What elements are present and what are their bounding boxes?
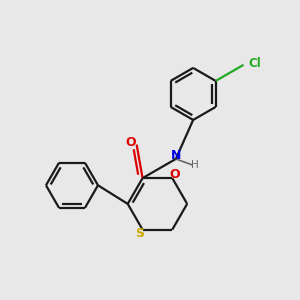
Text: N: N <box>171 149 181 162</box>
Text: S: S <box>135 227 144 240</box>
Text: H: H <box>191 160 199 170</box>
Text: O: O <box>125 136 136 149</box>
Text: Cl: Cl <box>248 57 261 70</box>
Text: O: O <box>169 168 180 181</box>
